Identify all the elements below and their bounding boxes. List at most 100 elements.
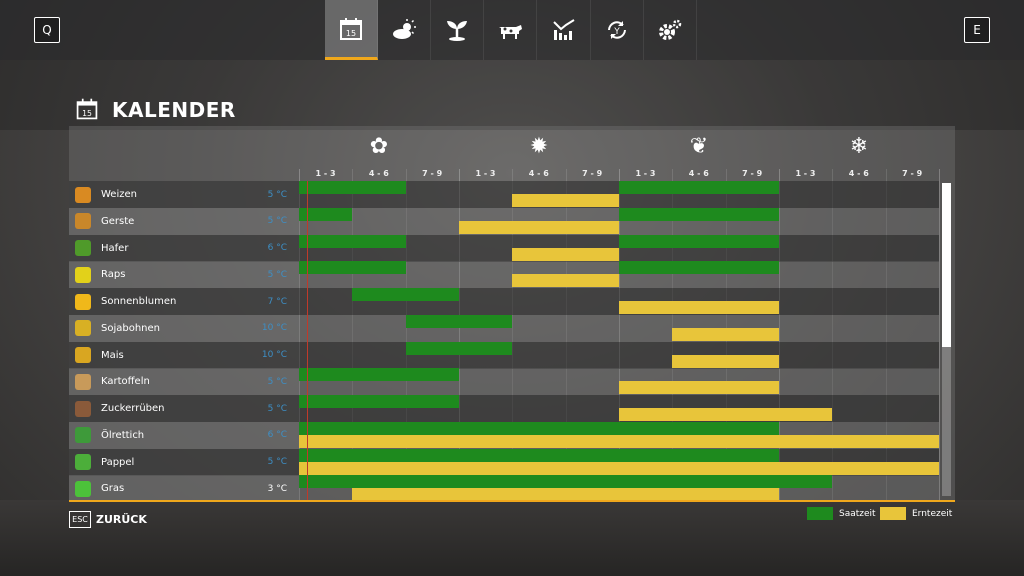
crop-name: Kartoffeln <box>101 376 150 388</box>
settings-icon <box>659 19 682 40</box>
column-divider <box>352 169 354 501</box>
calendar-row <box>299 421 939 449</box>
calendar-row <box>299 288 939 315</box>
crop-row[interactable]: Sonnenblumen 7 °C <box>69 288 299 315</box>
scrollbar[interactable] <box>942 183 951 496</box>
crop-temperature: 5 °C <box>267 457 287 467</box>
harvest-bar <box>672 354 779 368</box>
column-divider <box>405 169 407 501</box>
crop-temperature: 5 °C <box>267 189 287 200</box>
corn-icon <box>75 347 91 363</box>
sowing-bar <box>299 448 779 462</box>
column-divider <box>885 169 887 501</box>
prev-page-key-q[interactable]: Q <box>34 17 60 43</box>
back-button[interactable]: ZURÜCK <box>96 513 147 526</box>
flower-icon: ✿ <box>369 134 389 159</box>
panel-bottom-accent <box>69 500 955 502</box>
calendar-row <box>299 448 939 476</box>
crop-row[interactable]: Ölrettich 6 °C <box>69 421 299 449</box>
harvest-bar <box>352 488 779 502</box>
legend-sowing: Saatzeit <box>807 507 876 520</box>
column-divider <box>618 169 620 501</box>
harvest-bar <box>512 247 619 261</box>
legend-swatch <box>880 507 906 520</box>
crop-row[interactable]: Sojabohnen 10 °C <box>69 314 299 342</box>
calendar-row <box>299 475 939 503</box>
tab-statistics[interactable] <box>538 0 591 60</box>
sowing-bar <box>299 207 353 221</box>
crop-name: Gerste <box>101 215 135 227</box>
harvest-bar <box>618 408 833 421</box>
column-divider <box>832 169 834 501</box>
oilradish-icon <box>75 427 91 444</box>
period-label: 1 - 3 <box>795 169 816 178</box>
cow-icon <box>499 25 522 39</box>
svg-text:15: 15 <box>82 109 92 118</box>
background-floor <box>0 500 1024 576</box>
period-label: 7 - 9 <box>582 169 603 178</box>
cycle-icon: Y <box>608 21 626 39</box>
crop-row[interactable]: Gerste 5 °C <box>69 207 299 235</box>
period-label: 7 - 9 <box>902 169 923 178</box>
calendar-row <box>299 368 939 396</box>
crop-temperature: 6 °C <box>267 430 287 441</box>
crop-name: Sojabohnen <box>101 322 161 334</box>
crop-name: Zuckerrüben <box>101 403 165 414</box>
potato-icon <box>75 373 91 390</box>
column-divider <box>458 169 460 501</box>
sunflower-icon <box>75 293 91 310</box>
period-label: 4 - 6 <box>368 169 389 178</box>
svg-text:Y: Y <box>613 27 620 37</box>
oat-icon <box>75 240 91 256</box>
crop-row[interactable]: Zuckerrüben 5 °C <box>69 395 299 422</box>
esc-key[interactable]: ESC <box>69 511 91 528</box>
tab-calendar[interactable]: 15 <box>325 0 378 60</box>
crop-temperature: 10 °C <box>261 323 287 334</box>
calendar-row <box>299 181 939 208</box>
sugarbeet-icon <box>75 400 91 417</box>
top-nav-bar: Q 15 Y E <box>0 0 1024 60</box>
crop-row[interactable]: Kartoffeln 5 °C <box>69 368 299 396</box>
period-label: 4 - 6 <box>688 169 709 178</box>
svg-text:15: 15 <box>346 29 356 38</box>
calendar-row <box>299 261 939 289</box>
sowing-bar <box>618 234 779 248</box>
sowing-bar <box>299 234 406 248</box>
tab-weather[interactable] <box>378 0 431 60</box>
stats-icon <box>553 19 575 40</box>
column-divider <box>778 169 780 501</box>
sowing-bar <box>618 181 779 194</box>
crop-name: Pappel <box>101 456 135 468</box>
crop-row[interactable]: Pappel 5 °C <box>69 448 299 476</box>
next-page-key-e[interactable]: E <box>964 17 990 43</box>
crop-temperature: 5 °C <box>267 403 287 414</box>
poplar-icon <box>75 454 91 470</box>
tab-cycle[interactable]: Y <box>591 0 644 60</box>
crop-row[interactable]: Gras 3 °C <box>69 475 299 503</box>
column-divider <box>565 169 567 501</box>
crop-row[interactable]: Hafer 6 °C <box>69 234 299 262</box>
calendar-row <box>299 395 939 422</box>
period-label: 4 - 6 <box>528 169 549 178</box>
period-label: 4 - 6 <box>848 169 869 178</box>
crop-row[interactable]: Raps 5 °C <box>69 261 299 289</box>
tab-crops[interactable] <box>431 0 484 60</box>
tab-animals[interactable] <box>484 0 537 60</box>
grass-icon <box>75 480 91 497</box>
period-label: 1 - 3 <box>315 169 336 178</box>
crop-row[interactable]: Mais 10 °C <box>69 341 299 369</box>
sowing-bar <box>352 288 459 301</box>
tab-settings[interactable] <box>644 0 697 60</box>
scrollbar-thumb[interactable] <box>942 183 951 347</box>
calendar-row <box>299 341 939 369</box>
crop-temperature: 6 °C <box>267 243 287 253</box>
crop-temperature: 5 °C <box>267 216 287 227</box>
column-divider <box>512 169 514 501</box>
sowing-bar <box>299 421 779 435</box>
sowing-bar <box>618 207 779 221</box>
legend-swatch <box>807 507 833 520</box>
column-divider <box>938 169 940 501</box>
harvest-bar <box>618 381 779 395</box>
crop-row[interactable]: Weizen 5 °C <box>69 181 299 208</box>
calendar-icon: 15 <box>76 98 98 120</box>
